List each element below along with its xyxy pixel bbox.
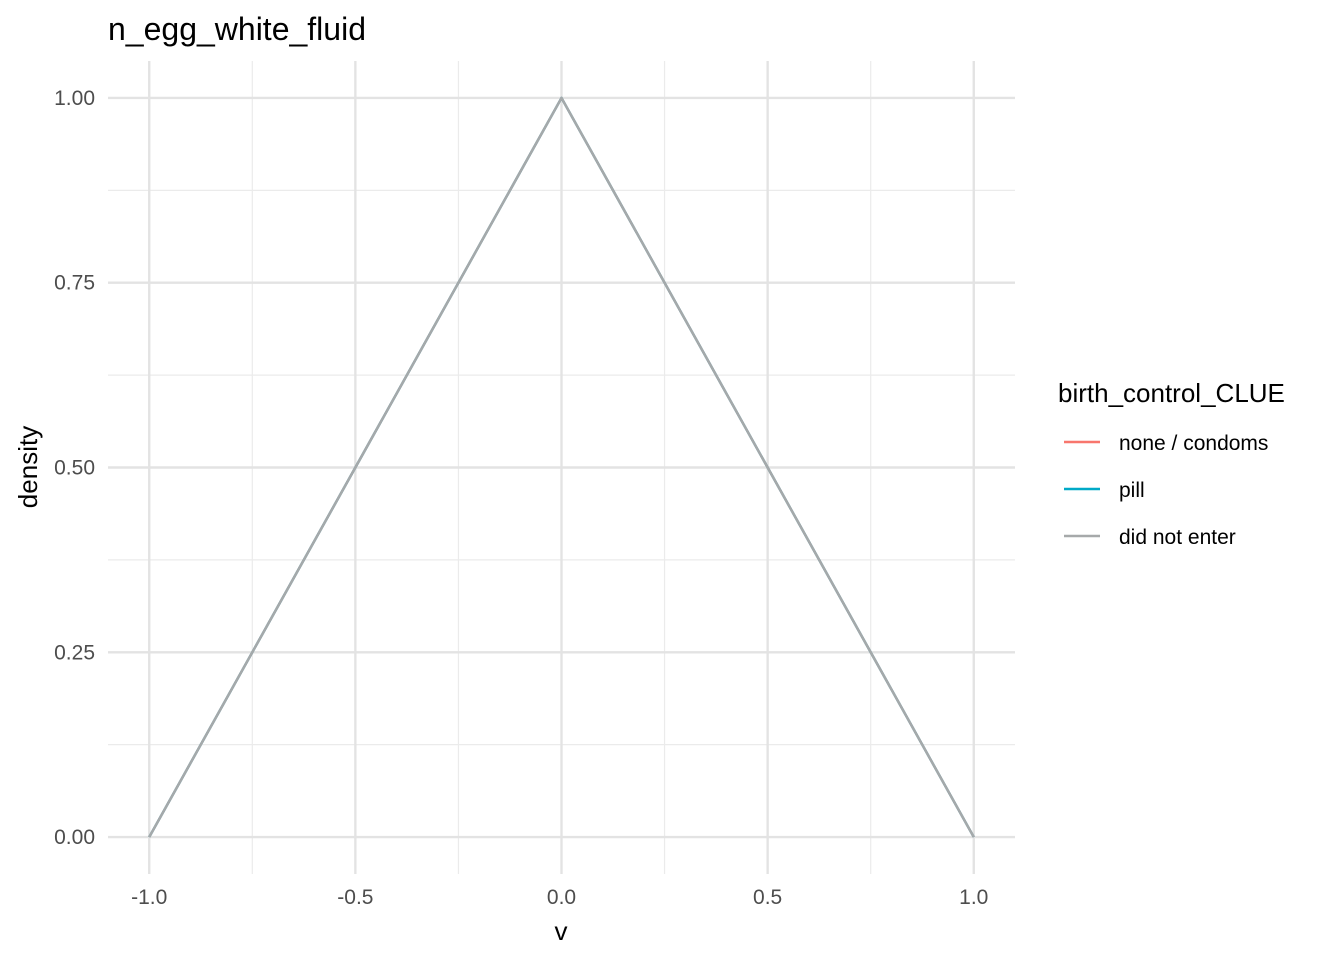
- x-tick-label: 0.0: [547, 886, 576, 909]
- x-tick-label: 0.5: [753, 886, 782, 909]
- legend-label-0: none / condoms: [1119, 432, 1268, 455]
- y-tick-label: 0.25: [54, 641, 95, 664]
- y-axis-label: density: [13, 426, 43, 508]
- legend-title: birth_control_CLUE: [1058, 378, 1285, 408]
- x-tick-label: -1.0: [131, 886, 167, 909]
- x-axis-label: v: [555, 916, 568, 946]
- y-tick-labels: 0.00 0.25 0.50 0.75 1.00: [54, 87, 95, 849]
- y-tick-label: 0.00: [54, 826, 95, 849]
- series-line-2: [148, 96, 975, 838]
- x-tick-label: 1.0: [959, 886, 988, 909]
- legend-items: none / condoms pill did not enter: [1064, 432, 1268, 549]
- y-tick-label: 1.00: [54, 87, 95, 110]
- legend: birth_control_CLUE none / condoms pill did…: [1058, 378, 1285, 549]
- y-tick-label: 0.50: [54, 457, 95, 480]
- grid-major: [108, 61, 1015, 874]
- series-layer: [148, 96, 975, 838]
- legend-label-2: did not enter: [1119, 526, 1236, 549]
- x-tick-label: -0.5: [337, 886, 373, 909]
- legend-label-1: pill: [1119, 479, 1145, 502]
- y-tick-label: 0.75: [54, 272, 95, 295]
- chart-title: n_egg_white_fluid: [108, 11, 366, 47]
- x-tick-labels: -1.0 -0.5 0.0 0.5 1.0: [131, 886, 988, 909]
